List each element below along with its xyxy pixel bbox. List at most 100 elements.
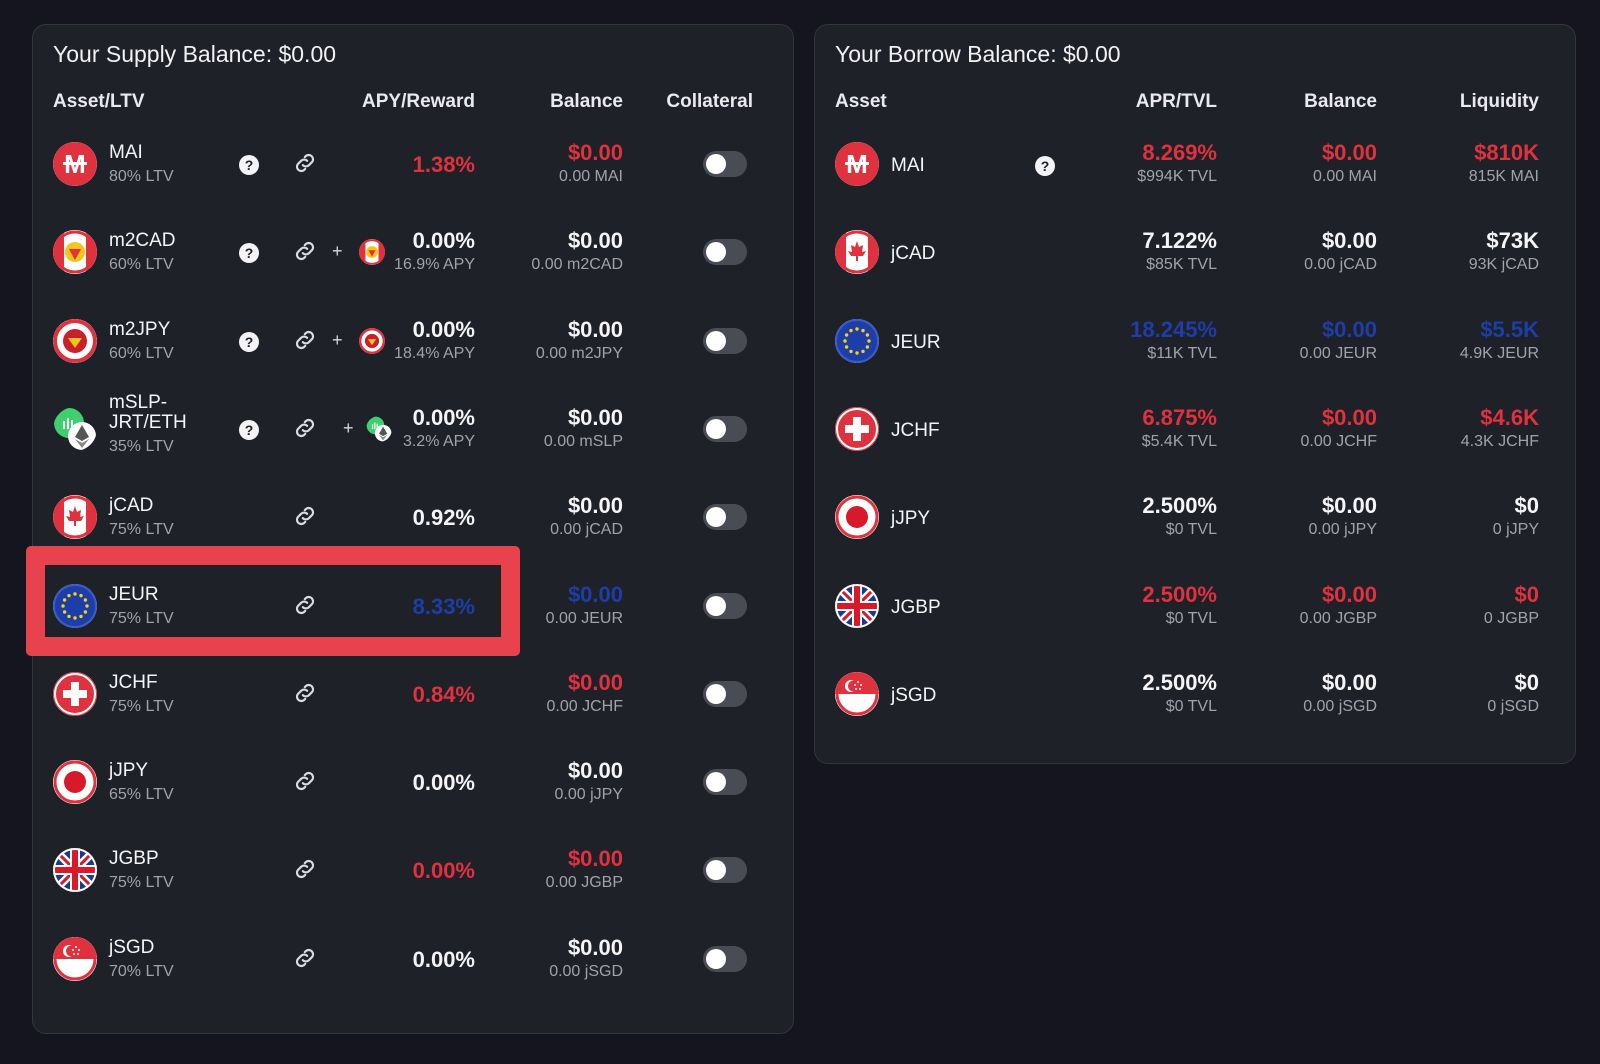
liquidity-usd: $0 [1514, 581, 1539, 607]
borrow-apr: 7.122% [1142, 228, 1217, 254]
borrow-row-jchf[interactable]: JCHF 6.875% $5.4K TVL $0.00 0.00 JCHF $4.6K 4.… [815, 385, 1575, 475]
collateral-toggle[interactable] [703, 239, 747, 266]
borrow-balance-token: 0.00 JGBP [1299, 609, 1377, 627]
asset-ltv: 75% LTV [109, 609, 174, 627]
collateral-toggle[interactable] [703, 857, 747, 884]
asset-name: jCAD [891, 243, 936, 265]
help-icon[interactable]: ? [239, 331, 259, 352]
borrow-balance-usd: $0.00 [1321, 228, 1377, 254]
help-icon[interactable]: ? [1035, 156, 1055, 176]
borrow-apr: 2.500% [1142, 581, 1217, 607]
borrow-apr: 8.269% [1142, 140, 1217, 165]
collateral-toggle[interactable] [703, 504, 747, 531]
supply-balance-usd: $0.00 [567, 934, 623, 960]
toggle-knob [706, 154, 726, 174]
supply-row-m2cad[interactable]: m2CAD 60% LTV? +0.00% 16.9% APY $0.00 0.00 m2… [33, 208, 793, 298]
supply-row-jgbp[interactable]: JGBP 75% LTV 0.00% $0.00 0.00 JGBP [33, 826, 793, 916]
supply-row-jcad[interactable]: jCAD 75% LTV 0.92% $0.00 0.00 jCAD [33, 473, 793, 563]
asset-name: JGBP [109, 848, 159, 870]
help-icon[interactable]: ? [239, 243, 259, 264]
supply-apy: 0.00% [412, 228, 475, 254]
asset-name: JEUR [891, 331, 941, 353]
borrow-tvl: $994K TVL [1137, 168, 1217, 185]
japan-flag-icon [835, 495, 879, 540]
borrow-row-jsgd[interactable]: jSGD 2.500% $0 TVL $0.00 0.00 jSGD $0 0 jSGD [815, 650, 1575, 740]
header-balance: Balance [1304, 91, 1377, 112]
borrow-row-jjpy[interactable]: jJPY 2.500% $0 TVL $0.00 0.00 jJPY $0 0 jJPY [815, 473, 1575, 563]
header-apr-tvl: APR/TVL [1135, 91, 1217, 112]
borrow-tvl: $11K TVL [1147, 344, 1217, 362]
supply-apy: 0.00% [412, 858, 475, 884]
collateral-toggle[interactable] [703, 769, 747, 796]
supply-row-jsgd[interactable]: jSGD 70% LTV 0.00% $0.00 0.00 jSGD [33, 915, 793, 1005]
link-icon[interactable] [292, 768, 318, 794]
borrow-balance-token: 0.00 jJPY [1308, 521, 1377, 539]
link-icon[interactable] [292, 415, 318, 441]
borrow-panel: Your Borrow Balance: $0.00 Asset APR/TVL… [814, 24, 1576, 764]
borrow-tvl: $0 TVL [1165, 609, 1217, 627]
supply-row-jeur[interactable]: JEUR 75% LTV 8.33% $0.00 0.00 JEUR [33, 562, 793, 652]
singapore-flag-icon [53, 936, 97, 981]
borrow-row-jcad[interactable]: jCAD 7.122% $85K TVL $0.00 0.00 jCAD $73K 93K … [815, 208, 1575, 298]
link-icon[interactable] [292, 945, 318, 971]
link-icon[interactable] [292, 150, 318, 176]
link-icon[interactable] [292, 680, 318, 706]
plus-icon: + [343, 417, 354, 438]
link-icon[interactable] [292, 503, 318, 529]
link-icon[interactable] [292, 592, 318, 618]
help-icon[interactable]: ? [239, 419, 259, 440]
canada-flag-icon [53, 495, 97, 540]
supply-row-mai[interactable]: M MAI 80% LTV? 1.38% $0.00 0.00 MAI [33, 120, 793, 210]
borrow-balance-usd: $0.00 [1321, 669, 1377, 695]
collateral-toggle[interactable] [703, 327, 747, 354]
toggle-knob [706, 242, 726, 263]
asset-name-cont: JRT/ETH [109, 411, 187, 433]
header-apy-reward: APY/Reward [362, 91, 475, 112]
toggle-knob [706, 330, 726, 351]
asset-name: jJPY [109, 760, 149, 782]
toggle-knob [706, 418, 726, 439]
collateral-toggle[interactable] [703, 945, 747, 972]
supply-row-m2jpy[interactable]: m2JPY 60% LTV? +0.00% 18.4% APY $0.00 0.00 m2… [33, 297, 793, 387]
supply-row-mslp-jrt-eth[interactable]: mSLP- JRT/ETH 35% LTV? +0.00% 3.2% APY $0.00 0… [33, 385, 793, 475]
supply-balance-usd: $0.00 [567, 581, 623, 607]
borrow-balance-token: 0.00 jSGD [1303, 697, 1377, 715]
borrow-balance-token: 0.00 MAI [1312, 168, 1377, 185]
link-icon[interactable] [292, 327, 318, 353]
supply-row-jjpy[interactable]: jJPY 65% LTV 0.00% $0.00 0.00 jJPY [33, 738, 793, 828]
borrow-row-mai[interactable]: M MAI? 8.269% $994K TVL $0.00 0.00 MAI $810K 81… [815, 120, 1575, 210]
supply-balance-token: 0.00 MAI [558, 168, 623, 185]
supply-balance-usd: $0.00 [567, 140, 623, 165]
asset-ltv: 75% LTV [109, 521, 174, 539]
supply-apy: 0.00% [412, 770, 475, 796]
collateral-toggle[interactable] [703, 151, 747, 177]
m2cad-logo-icon [53, 230, 97, 275]
borrow-balance-usd: $0.00 [1321, 404, 1377, 430]
reward-apy: 18.4% APY [394, 344, 475, 362]
supply-balance-token: 0.00 jSGD [549, 962, 623, 980]
borrow-row-jgbp[interactable]: JGBP 2.500% $0 TVL $0.00 0.00 JGBP $0 0 JGBP [815, 562, 1575, 652]
toggle-knob [706, 860, 726, 881]
liquidity-usd: $0 [1514, 669, 1539, 695]
jeur-highlight-box [26, 546, 520, 656]
link-icon[interactable] [292, 856, 318, 882]
collateral-toggle[interactable] [703, 592, 747, 619]
reward-token-icon [359, 327, 385, 354]
liquidity-usd: $4.6K [1480, 404, 1539, 430]
collateral-toggle[interactable] [703, 680, 747, 707]
borrow-balance-usd: $0.00 [1321, 493, 1377, 519]
supply-row-jchf[interactable]: JCHF 75% LTV 0.84% $0.00 0.00 JCHF [33, 650, 793, 740]
borrow-tvl: $5.4K TVL [1141, 432, 1217, 450]
borrow-row-jeur[interactable]: JEUR 18.245% $11K TVL $0.00 0.00 JEUR $5.5K 4.… [815, 297, 1575, 387]
link-icon[interactable] [292, 238, 318, 264]
collateral-toggle[interactable] [703, 415, 747, 442]
supply-balance-token: 0.00 JEUR [545, 609, 623, 627]
asset-ltv: 70% LTV [109, 962, 174, 980]
asset-name: m2JPY [109, 318, 171, 340]
help-icon[interactable]: ? [239, 155, 259, 175]
liquidity-usd: $5.5K [1480, 316, 1539, 342]
asset-name: mSLP- [109, 391, 168, 413]
supply-apy: 0.00% [412, 316, 475, 342]
reward-token-icon [359, 239, 385, 266]
swiss-flag-icon [835, 406, 879, 451]
